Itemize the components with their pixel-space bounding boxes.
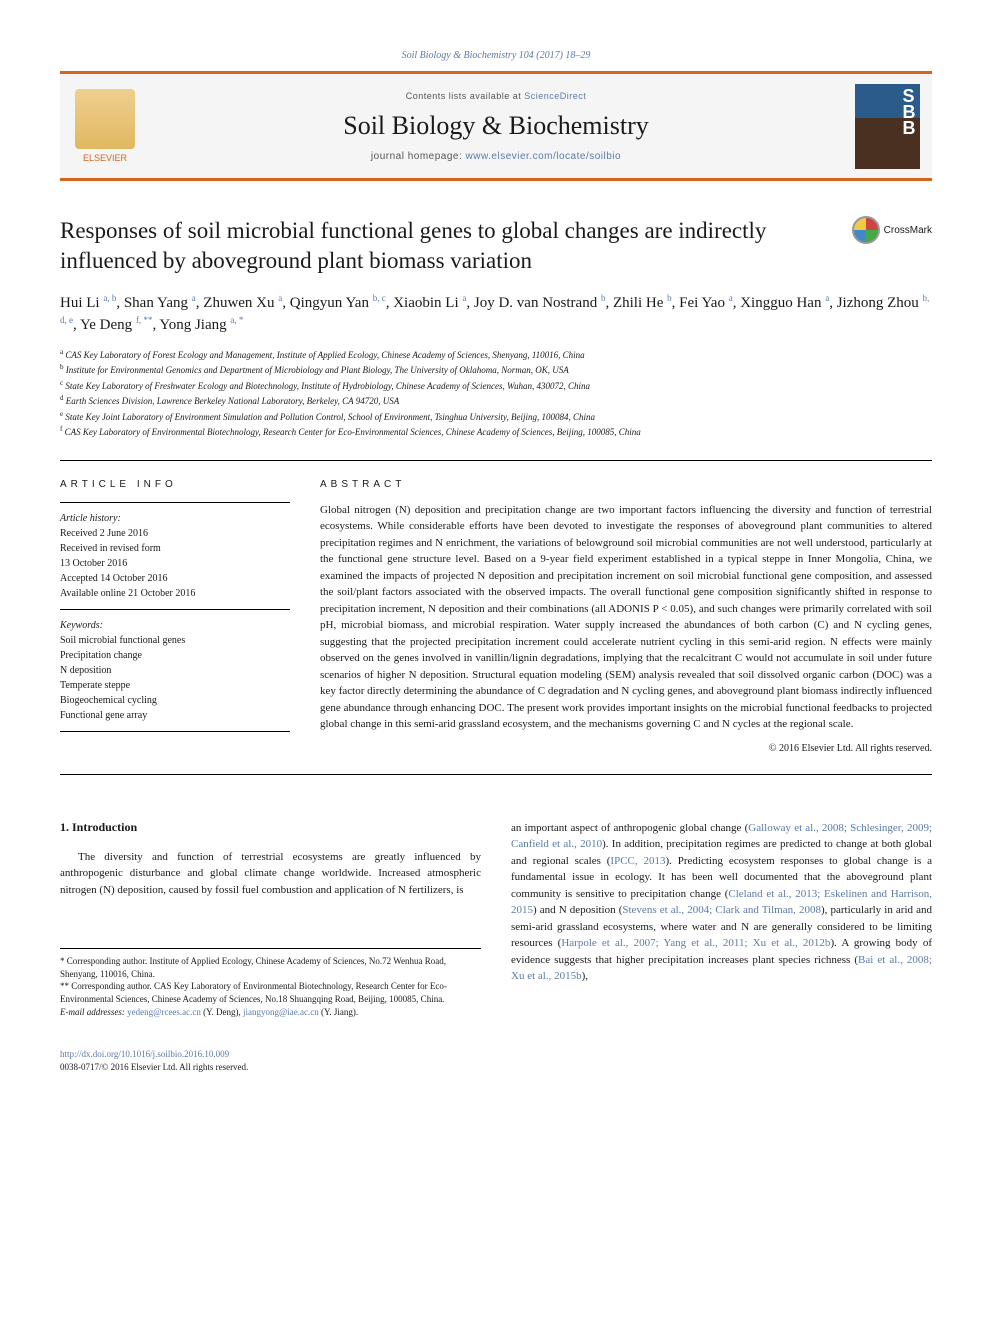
publisher-name: ELSEVIER [83,153,127,163]
homepage-line: journal homepage: www.elsevier.com/locat… [170,151,822,162]
cover-block: SBB [842,74,932,178]
divider [60,774,932,775]
keywords-heading: Keywords: [60,620,103,631]
page-footer: http://dx.doi.org/10.1016/j.soilbio.2016… [60,1048,932,1073]
contents-prefix: Contents lists available at [406,91,525,101]
abstract-label: ABSTRACT [320,479,932,490]
introduction-heading: 1. Introduction [60,820,481,835]
corr-author-1: * Corresponding author. Institute of App… [60,955,481,980]
sciencedirect-link[interactable]: ScienceDirect [524,91,586,101]
history-heading: Article history: [60,513,121,524]
divider [60,460,932,461]
article-title: Responses of soil microbial functional g… [60,216,852,276]
crossmark-badge[interactable]: CrossMark [852,216,932,244]
contents-line: Contents lists available at ScienceDirec… [170,91,822,101]
article-history: Article history: Received 2 June 2016Rec… [60,502,290,610]
intro-paragraph-1: The diversity and function of terrestria… [60,849,481,899]
keywords-block: Keywords: Soil microbial functional gene… [60,610,290,732]
issn-line: 0038-0717/© 2016 Elsevier Ltd. All right… [60,1062,248,1072]
homepage-prefix: journal homepage: [371,151,466,162]
doi-link[interactable]: http://dx.doi.org/10.1016/j.soilbio.2016… [60,1049,229,1059]
top-citation: Soil Biology & Biochemistry 104 (2017) 1… [60,50,932,61]
email-link-2[interactable]: jiangyong@iae.ac.cn [243,1007,319,1017]
crossmark-label: CrossMark [884,225,932,236]
journal-cover-icon: SBB [855,84,920,169]
affiliations: a CAS Key Laboratory of Forest Ecology a… [60,347,932,440]
email-name-1: (Y. Deng), [201,1007,243,1017]
email-name-2: (Y. Jiang). [319,1007,358,1017]
journal-name: Soil Biology & Biochemistry [170,111,822,141]
email-label: E-mail addresses: [60,1007,127,1017]
homepage-link[interactable]: www.elsevier.com/locate/soilbio [466,151,622,162]
publisher-block: ELSEVIER [60,74,150,178]
article-info-label: ARTICLE INFO [60,479,290,490]
author-list: Hui Li a, b, Shan Yang a, Zhuwen Xu a, Q… [60,292,932,337]
crossmark-icon [852,216,880,244]
intro-paragraph-2: an important aspect of anthropogenic glo… [511,820,932,985]
email-line: E-mail addresses: yedeng@rcees.ac.cn (Y.… [60,1006,481,1019]
journal-banner: ELSEVIER Contents lists available at Sci… [60,71,932,181]
email-link-1[interactable]: yedeng@rcees.ac.cn [127,1007,201,1017]
corr-author-2: ** Corresponding author. CAS Key Laborat… [60,980,481,1005]
abstract-copyright: © 2016 Elsevier Ltd. All rights reserved… [320,743,932,754]
elsevier-tree-icon [75,89,135,149]
abstract-text: Global nitrogen (N) deposition and preci… [320,502,932,733]
corresponding-footnotes: * Corresponding author. Institute of App… [60,948,481,1018]
